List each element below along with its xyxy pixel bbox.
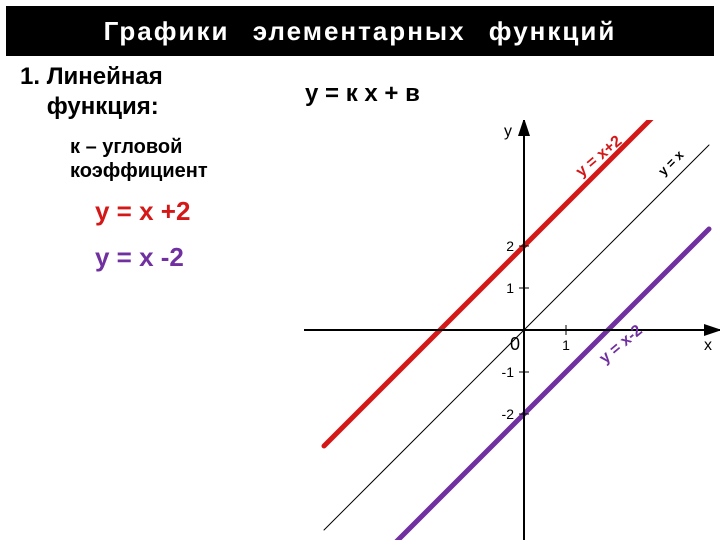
heading-number: 1.: [20, 62, 40, 92]
title-bar: Графики элементарных функций: [6, 6, 714, 56]
general-equation: у = к х + в: [305, 80, 420, 108]
y-axis-label: у: [504, 123, 512, 140]
heading-text: Линейная функция:: [47, 62, 163, 122]
equation-red: у = х +2: [95, 196, 190, 227]
heading-line2: функция:: [47, 93, 159, 120]
y-tick-label: 1: [506, 280, 514, 296]
linear-function-chart: 21-1-210хуу = ху = х+2у = х-2: [304, 120, 720, 540]
chart-svg: 21-1-210хуу = ху = х+2у = х-2: [304, 120, 720, 540]
x-axis-label: х: [704, 337, 712, 354]
section-heading: 1. Линейная функция:: [20, 62, 163, 122]
line-label-y=x: у = х: [655, 147, 687, 179]
x-tick-label: 1: [562, 337, 570, 353]
equation-purple: у = х -2: [95, 242, 184, 273]
line-label-y=x-2: у = х-2: [596, 322, 646, 367]
y-tick-label: 2: [506, 238, 514, 254]
page-title: Графики элементарных функций: [104, 16, 617, 47]
line-y=x-2: [324, 229, 709, 540]
coef-note: к – угловой коэффициент: [70, 135, 290, 183]
line-y=x+2: [324, 120, 709, 446]
y-tick-label: -2: [502, 406, 515, 422]
origin-label: 0: [510, 334, 520, 354]
y-tick-label: -1: [502, 364, 515, 380]
heading-line1: Линейная: [47, 63, 163, 90]
